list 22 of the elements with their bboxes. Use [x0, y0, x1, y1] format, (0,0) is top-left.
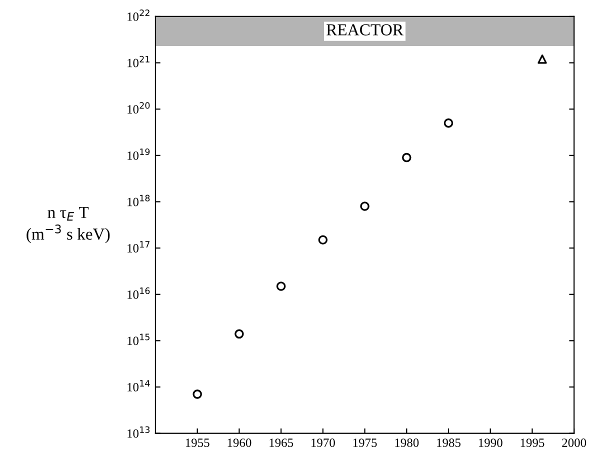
y-tick-label: 10$^{22}$ — [128, 10, 150, 21]
y-tick-label: 10$^{15}$ — [128, 334, 150, 346]
x-tick-label: 2000 — [562, 438, 586, 447]
x-tick-label: 1980 — [395, 438, 419, 447]
y-tick-label: 10$^{14}$ — [128, 380, 150, 392]
text: n τ$_{E}$ T (m$^{−3}$ s keV) — [26, 206, 110, 244]
y-tick-label: 10$^{21}$ — [128, 56, 150, 68]
x-tick-label: 1970 — [312, 438, 335, 447]
x-tick-label: 1995 — [520, 438, 544, 447]
x-tick-label: 1975 — [353, 438, 377, 447]
y-tick-label: 10$^{19}$ — [128, 148, 150, 160]
y-tick-label: 10$^{18}$ — [128, 194, 150, 206]
y-tick-label: 10$^{17}$ — [128, 241, 150, 252]
x-tick-label: 1965 — [270, 438, 294, 447]
x-tick-label: 1985 — [437, 438, 461, 447]
x-tick-label: 1990 — [478, 438, 502, 447]
y-tick-label: 10$^{16}$ — [128, 287, 150, 299]
y-tick-label: 10$^{20}$ — [128, 102, 150, 114]
x-tick-label: 1955 — [186, 438, 210, 447]
y-tick-label: 10$^{13}$ — [128, 426, 150, 438]
x-tick-label: 1960 — [228, 438, 252, 447]
band-label: REACTOR — [326, 24, 404, 36]
